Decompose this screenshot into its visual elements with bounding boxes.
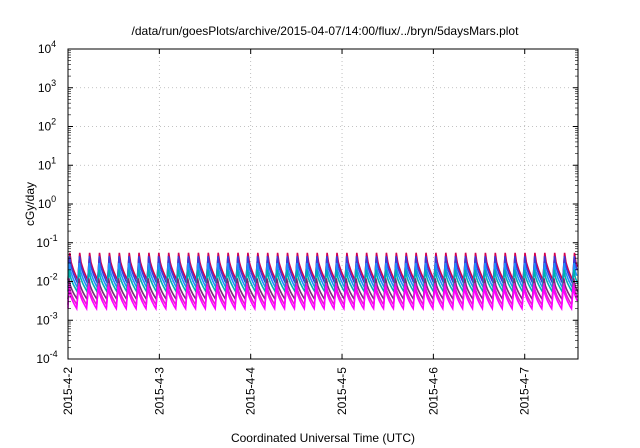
y-tick-base: 10 bbox=[38, 81, 52, 95]
x-tick-label: 2015-4-3 bbox=[152, 367, 166, 415]
y-tick-base: 10 bbox=[36, 313, 50, 327]
x-axis-label: Coordinated Universal Time (UTC) bbox=[231, 431, 415, 445]
y-tick-exponent: 4 bbox=[51, 39, 56, 49]
x-tick-label: 2015-4-2 bbox=[61, 367, 75, 415]
y-tick-label: 10-2 bbox=[36, 272, 57, 289]
series-line-1 bbox=[67, 256, 578, 287]
y-tick-label: 101 bbox=[38, 155, 56, 172]
series-line-6 bbox=[67, 286, 579, 312]
y-tick-exponent: 3 bbox=[51, 78, 56, 88]
y-tick-exponent: -4 bbox=[50, 349, 58, 359]
grid-lines bbox=[68, 49, 578, 359]
chart-title: /data/run/goesPlots/archive/2015-04-07/1… bbox=[132, 24, 520, 38]
y-axis-label: cGy/day bbox=[23, 182, 37, 226]
y-tick-base: 10 bbox=[38, 158, 52, 172]
y-tick-exponent: -1 bbox=[50, 233, 58, 243]
y-tick-base: 10 bbox=[38, 197, 52, 211]
series-line-2 bbox=[67, 262, 578, 291]
y-tick-base: 10 bbox=[36, 236, 50, 250]
y-tick-label: 10-4 bbox=[36, 349, 57, 366]
plot-series bbox=[67, 252, 579, 312]
y-tick-base: 10 bbox=[36, 352, 50, 366]
y-tick-label: 100 bbox=[38, 194, 56, 211]
y-tick-label: 103 bbox=[38, 78, 56, 95]
y-tick-exponent: 1 bbox=[51, 155, 56, 165]
y-tick-exponent: -2 bbox=[50, 272, 58, 282]
y-tick-exponent: 2 bbox=[51, 117, 56, 127]
y-tick-label: 10-1 bbox=[36, 233, 57, 250]
y-tick-exponent: -3 bbox=[50, 310, 58, 320]
x-tick-label: 2015-4-7 bbox=[518, 367, 532, 415]
series-line-0 bbox=[67, 252, 578, 283]
y-tick-label: 104 bbox=[38, 39, 56, 56]
y-tick-base: 10 bbox=[36, 275, 50, 289]
x-tick-label: 2015-4-6 bbox=[426, 367, 440, 415]
y-tick-exponent: 0 bbox=[51, 194, 56, 204]
y-tick-label: 102 bbox=[38, 117, 56, 134]
y-tick-base: 10 bbox=[38, 42, 52, 56]
x-tick-label: 2015-4-4 bbox=[244, 367, 258, 415]
y-tick-label: 10-3 bbox=[36, 310, 57, 327]
y-tick-base: 10 bbox=[38, 120, 52, 134]
x-tick-label: 2015-4-5 bbox=[335, 367, 349, 415]
